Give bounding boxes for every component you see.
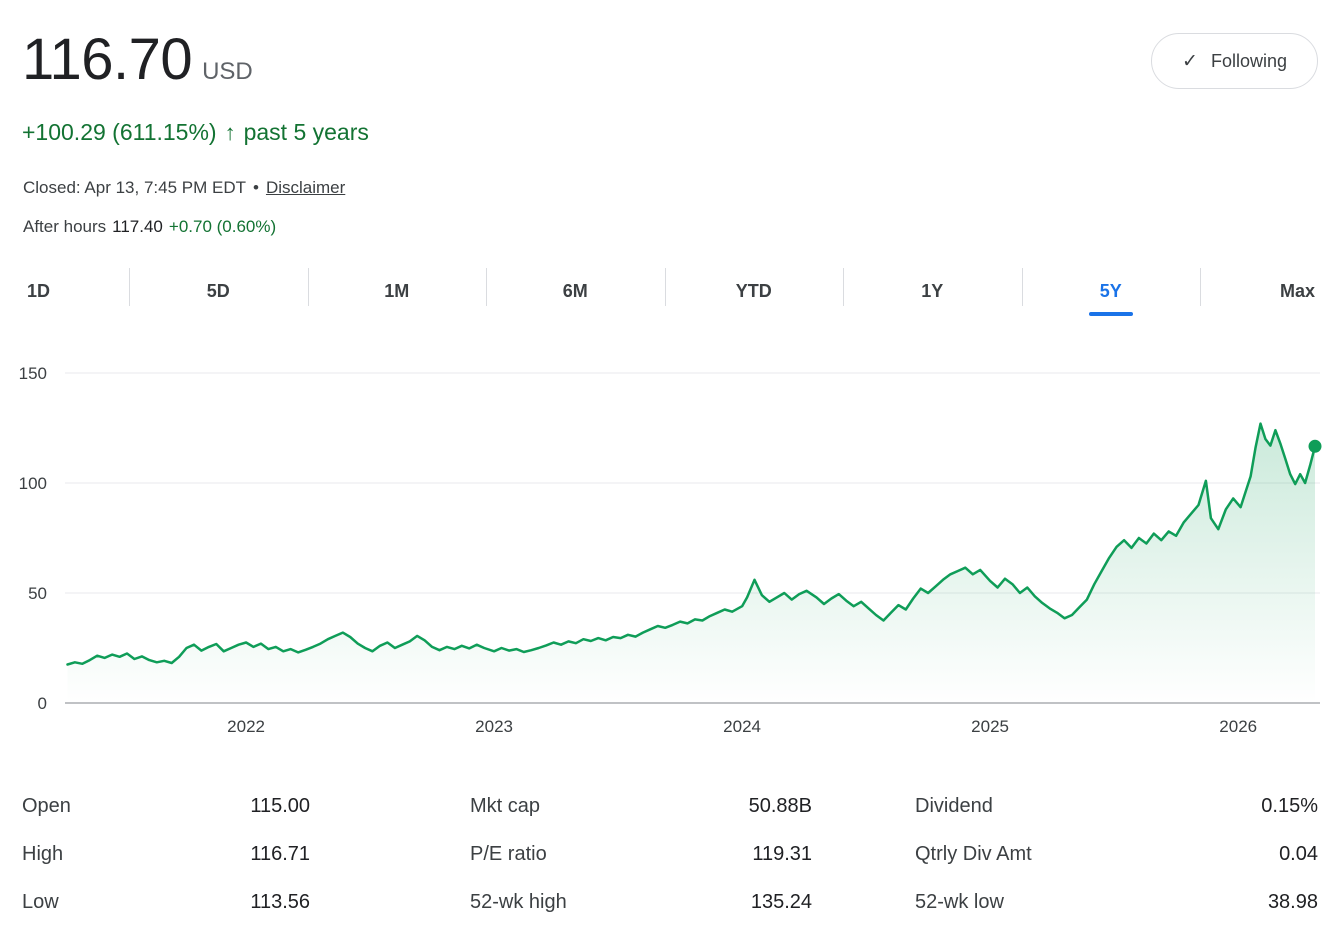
stats-row: High 116.71 P/E ratio 119.31 Qtrly Div Amt… (22, 830, 1320, 878)
price-chart[interactable]: 150 100 50 0 2022 2023 2024 2025 2026 (0, 358, 1342, 740)
tab-5y[interactable]: 5Y (1021, 266, 1201, 316)
stat-value: 38.98 (1267, 890, 1318, 913)
tab-5d[interactable]: 5D (129, 266, 308, 316)
stat-open: Open 115.00 (22, 795, 310, 818)
svg-text:2024: 2024 (723, 717, 761, 736)
svg-text:2025: 2025 (971, 717, 1009, 736)
tab-underline (1088, 312, 1133, 316)
stat-value: 113.56 (250, 890, 310, 913)
after-hours-label: After hours (23, 217, 107, 236)
disclaimer-link[interactable]: Disclaimer (265, 178, 346, 197)
stat-label: Dividend (915, 794, 993, 817)
after-hours-row: After hours 117.40 +0.70 (0.60%) (23, 217, 276, 237)
svg-text:2023: 2023 (475, 717, 513, 736)
stats-table: Open 115.00 Mkt cap 50.88B Dividend 0.15% H… (22, 782, 1320, 926)
tab-6m[interactable]: 6M (486, 266, 665, 316)
tab-label: 6M (562, 280, 588, 301)
price-row: 116.70 USD (22, 26, 253, 93)
tab-label: 1M (384, 280, 410, 301)
stat-value: 0.15% (1261, 794, 1318, 817)
stat-value: 119.31 (752, 842, 812, 865)
market-status-row: Closed: Apr 13, 7:45 PM EDT • Disclaimer (23, 178, 345, 198)
stats-row: Open 115.00 Mkt cap 50.88B Dividend 0.15% (22, 782, 1320, 830)
price-change-value: +100.29 (611.15%) (22, 119, 217, 145)
following-label: Following (1210, 50, 1287, 71)
stat-value: 135.24 (750, 890, 812, 913)
following-button[interactable]: ✓ Following (1151, 33, 1318, 89)
stat-value: 116.71 (250, 842, 310, 865)
stat-low: Low 113.56 (22, 891, 310, 914)
time-range-tabs: 1D 5D 1M 6M YTD 1Y 5Y Max (0, 266, 1342, 316)
stat-label: P/E ratio (470, 842, 547, 865)
tab-label: 1Y (921, 280, 944, 301)
stat-label: 52-wk low (915, 890, 1004, 913)
price-change-period: past 5 years (243, 119, 369, 145)
separator-dot: • (253, 178, 259, 197)
price-value: 116.70 (22, 27, 193, 92)
stat-label: Open (22, 794, 71, 817)
tab-label: 5Y (1099, 280, 1122, 301)
stat-label: High (22, 842, 64, 865)
svg-text:100: 100 (19, 474, 47, 493)
svg-text:0: 0 (38, 694, 47, 713)
stat-pe-ratio: P/E ratio 119.31 (470, 843, 812, 866)
tab-label: Max (1279, 280, 1315, 301)
price-chart-svg[interactable]: 150 100 50 0 2022 2023 2024 2025 2026 (0, 358, 1342, 740)
stat-value: 50.88B (748, 794, 812, 817)
after-hours-price: 117.40 (112, 217, 163, 236)
stat-dividend: Dividend 0.15% (915, 795, 1318, 818)
stat-label: Qtrly Div Amt (915, 842, 1032, 865)
svg-text:150: 150 (19, 364, 47, 383)
after-hours-change: +0.70 (0.60%) (168, 217, 277, 236)
stats-row: Low 113.56 52-wk high 135.24 52-wk low 38.9… (22, 878, 1320, 926)
stat-label: 52-wk high (470, 890, 567, 913)
tab-label: 5D (206, 280, 230, 301)
stat-value: 115.00 (250, 794, 310, 817)
stat-label: Mkt cap (470, 794, 541, 817)
price-change-row: +100.29 (611.15%) ↑ past 5 years (22, 119, 369, 146)
tab-1y[interactable]: 1Y (843, 266, 1022, 316)
tab-1d[interactable]: 1D (0, 266, 129, 316)
tab-max[interactable]: Max (1200, 266, 1342, 316)
stat-mkt-cap: Mkt cap 50.88B (470, 795, 812, 818)
tab-label: 1D (27, 280, 51, 301)
stat-52wk-low: 52-wk low 38.98 (915, 891, 1318, 914)
tab-ytd[interactable]: YTD (664, 266, 844, 316)
market-status-text: Closed: Apr 13, 7:45 PM EDT (23, 178, 246, 197)
currency-label: USD (202, 58, 253, 85)
tab-label: YTD (735, 280, 772, 301)
stat-high: High 116.71 (22, 843, 310, 866)
tab-1m[interactable]: 1M (307, 266, 487, 316)
svg-text:2026: 2026 (1219, 717, 1257, 736)
stat-qtrly-div-amt: Qtrly Div Amt 0.04 (915, 843, 1318, 866)
check-icon: ✓ (1182, 50, 1198, 72)
svg-text:50: 50 (28, 584, 47, 603)
stat-52wk-high: 52-wk high 135.24 (470, 891, 812, 914)
stat-value: 0.04 (1279, 842, 1318, 865)
svg-text:2022: 2022 (227, 717, 265, 736)
arrow-up-icon: ↑ (224, 119, 236, 145)
stat-label: Low (22, 890, 59, 913)
